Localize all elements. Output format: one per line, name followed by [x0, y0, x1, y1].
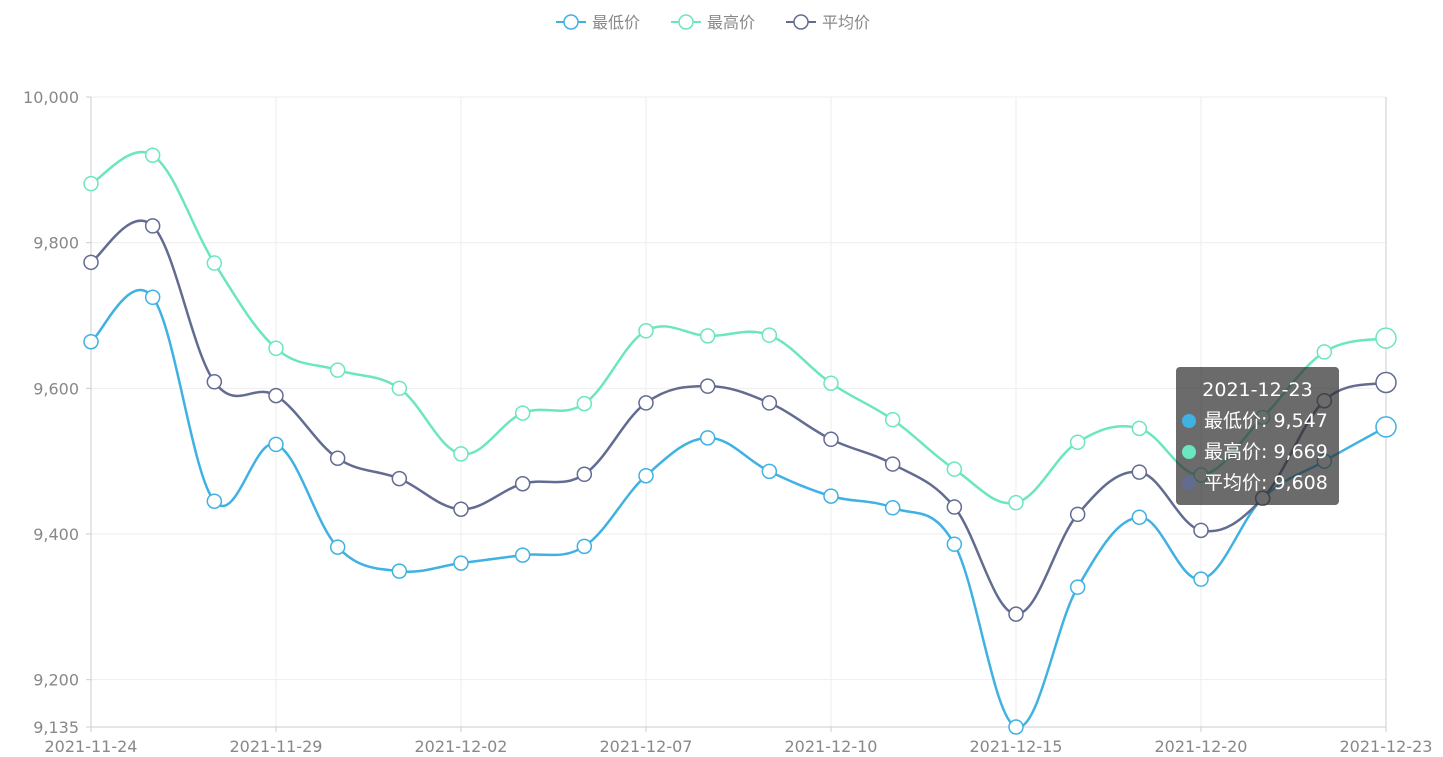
data-point: [638, 323, 654, 339]
data-point: [699, 378, 716, 394]
data-point: [453, 555, 469, 571]
data-point: [514, 475, 531, 492]
data-point: [1008, 494, 1024, 511]
tooltip-row: 最高价9,669: [1176, 437, 1339, 468]
data-point: [268, 387, 284, 404]
data-point: [453, 501, 469, 517]
y-tick-label: 9,200: [33, 671, 79, 690]
data-point: [761, 463, 778, 480]
data-point: [576, 466, 593, 483]
x-tick-label: 2021-12-23: [1340, 737, 1433, 756]
data-point: [144, 218, 161, 234]
tooltip-value: 9,608: [1273, 472, 1328, 494]
tooltip-row: 最低价9,547: [1176, 406, 1339, 437]
tooltip-series: 平均价: [1204, 472, 1273, 494]
x-tick-label: 2021-11-24: [45, 737, 138, 756]
data-point: [329, 450, 346, 466]
y-tick-label: 9,400: [33, 525, 79, 544]
data-point: [1008, 606, 1024, 622]
y-tick-label: 9,800: [33, 234, 79, 253]
data-point: [1375, 371, 1397, 394]
tooltip: 2021-12-23最低价9,547最高价9,669平均价9,608: [1176, 367, 1339, 505]
x-tick-label: 2021-12-20: [1155, 737, 1248, 756]
data-point: [638, 467, 654, 484]
data-point: [761, 327, 778, 343]
tooltip-marker: [1182, 445, 1196, 459]
y-tick-label: 10,000: [23, 88, 79, 107]
data-point: [1193, 522, 1209, 539]
y-tick-label: 9,600: [33, 379, 79, 398]
data-point: [1316, 344, 1333, 360]
data-point: [391, 380, 408, 397]
legend-label: 最低价: [592, 13, 640, 32]
data-point: [823, 375, 839, 391]
data-point: [1375, 327, 1397, 349]
data-point: [206, 493, 223, 509]
tooltip-series: 最高价: [1204, 441, 1273, 463]
data-point: [206, 255, 223, 271]
data-point: [946, 461, 963, 477]
tooltip-row: 平均价9,608: [1176, 468, 1339, 499]
data-point: [1131, 509, 1148, 525]
legend-icon: [793, 14, 809, 30]
data-point: [761, 395, 778, 411]
data-point: [1069, 434, 1086, 450]
data-point: [946, 536, 963, 552]
data-point: [1375, 416, 1397, 438]
data-point: [206, 374, 223, 390]
data-point: [391, 563, 408, 579]
data-point: [576, 538, 593, 555]
x-tick-label: 2021-11-29: [230, 737, 323, 756]
legend-label: 最高价: [707, 13, 755, 32]
data-point: [329, 362, 346, 378]
tooltip-value: 9,547: [1273, 410, 1328, 432]
x-tick-label: 2021-12-02: [415, 737, 508, 756]
data-point: [514, 547, 531, 563]
legend-icon: [563, 14, 579, 30]
tooltip-marker: [1182, 414, 1196, 428]
data-point: [823, 431, 839, 448]
data-point: [453, 446, 469, 462]
data-point: [884, 456, 901, 472]
data-point: [83, 333, 99, 350]
data-point: [144, 147, 161, 164]
tooltip-marker: [1182, 476, 1196, 490]
data-point: [884, 411, 901, 428]
data-point: [699, 328, 716, 344]
data-point: [1131, 420, 1148, 437]
tooltip-series: 最低价: [1204, 410, 1273, 432]
x-tick-label: 2021-12-07: [600, 737, 693, 756]
data-point: [699, 430, 716, 446]
data-point: [638, 395, 654, 411]
x-tick-label: 2021-12-10: [785, 737, 878, 756]
data-point: [83, 175, 99, 192]
data-point: [1008, 719, 1024, 735]
data-point: [1069, 506, 1086, 523]
legend-icon: [678, 14, 694, 30]
legend: 最低价 最高价 平均价: [556, 13, 870, 32]
data-point: [268, 340, 284, 357]
data-point: [83, 254, 99, 271]
data-point: [329, 539, 346, 555]
tooltip-value: 9,669: [1273, 441, 1328, 463]
data-point: [391, 470, 408, 487]
data-point: [1131, 464, 1148, 480]
data-point: [514, 405, 531, 421]
data-point: [576, 395, 593, 412]
data-point: [1193, 571, 1209, 587]
data-point: [144, 289, 161, 306]
data-point: [823, 488, 839, 504]
data-point: [1069, 579, 1086, 595]
x-tick-label: 2021-12-15: [970, 737, 1063, 756]
data-point: [268, 436, 284, 453]
y-tick-label: 9,135: [33, 718, 79, 737]
tooltip-title: 2021-12-23: [1202, 379, 1313, 401]
data-point: [946, 499, 963, 515]
legend-label: 平均价: [822, 13, 870, 32]
data-point: [884, 500, 901, 516]
